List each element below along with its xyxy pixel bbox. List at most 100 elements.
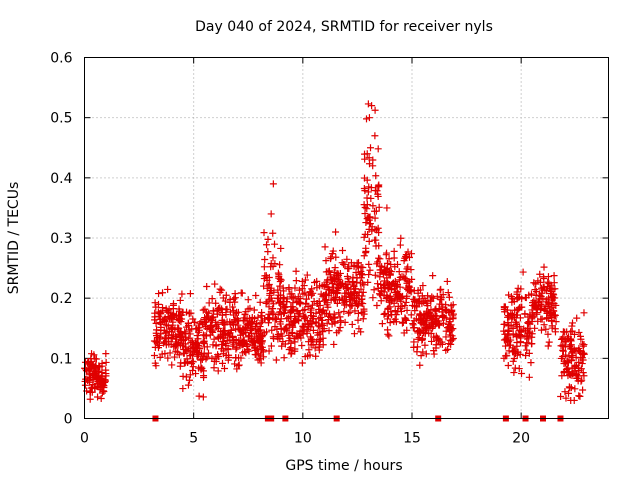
data-point	[243, 315, 251, 323]
data-point	[390, 254, 398, 262]
data-point	[181, 336, 189, 344]
data-point	[579, 369, 587, 377]
data-point	[540, 321, 548, 329]
data-point	[407, 250, 415, 258]
data-point	[419, 334, 427, 342]
data-point	[254, 345, 262, 353]
data-point	[373, 301, 381, 309]
data-point	[204, 349, 212, 357]
data-point	[288, 322, 296, 330]
data-point	[279, 338, 287, 346]
data-point	[389, 280, 397, 288]
data-point	[573, 346, 581, 354]
data-point	[517, 338, 525, 346]
data-point	[253, 320, 261, 328]
data-point	[357, 268, 365, 276]
data-point	[521, 310, 529, 318]
data-point	[227, 326, 235, 334]
data-point	[305, 320, 313, 328]
data-point	[274, 294, 282, 302]
data-point	[388, 311, 396, 319]
data-point	[251, 315, 259, 323]
data-point	[175, 305, 183, 313]
data-point	[229, 303, 237, 311]
y-tick-label: 0.3	[50, 231, 72, 247]
data-point	[315, 346, 323, 354]
data-point	[516, 304, 524, 312]
data-point	[195, 392, 203, 400]
data-point	[565, 368, 573, 376]
data-point	[298, 359, 306, 367]
data-point	[218, 359, 226, 367]
data-point	[516, 331, 524, 339]
data-point	[528, 340, 536, 348]
data-point	[344, 275, 352, 283]
data-point	[308, 301, 316, 309]
data-point	[347, 302, 355, 310]
data-point	[350, 262, 358, 270]
data-point	[218, 286, 226, 294]
data-point	[579, 386, 587, 394]
data-point	[342, 298, 350, 306]
data-point	[86, 388, 94, 396]
data-point	[209, 328, 217, 336]
data-point	[373, 187, 381, 195]
data-point	[515, 365, 523, 373]
data-point	[341, 289, 349, 297]
data-point	[258, 338, 266, 346]
data-point	[301, 306, 309, 314]
data-point	[365, 154, 373, 162]
data-point	[169, 321, 177, 329]
data-point	[291, 347, 299, 355]
data-point	[419, 348, 427, 356]
data-point	[269, 254, 277, 262]
data-point	[94, 393, 102, 401]
data-point	[155, 344, 163, 352]
data-point	[331, 264, 339, 272]
data-point	[160, 339, 168, 347]
data-point	[269, 180, 277, 188]
data-point	[212, 321, 220, 329]
data-point	[229, 342, 237, 350]
data-point	[543, 314, 551, 322]
data-point	[311, 278, 319, 286]
data-point	[151, 299, 159, 307]
data-point	[218, 309, 226, 317]
data-point	[532, 280, 540, 288]
data-point	[422, 350, 430, 358]
data-point	[383, 204, 391, 212]
data-point	[240, 339, 248, 347]
data-point	[335, 327, 343, 335]
data-point	[332, 228, 340, 236]
data-point	[150, 352, 158, 360]
data-point	[98, 372, 106, 380]
data-point	[99, 377, 107, 385]
data-point	[427, 296, 435, 304]
data-point	[164, 354, 172, 362]
data-point	[559, 352, 567, 360]
data-point	[160, 338, 168, 346]
data-point	[430, 347, 438, 355]
data-point	[359, 263, 367, 271]
data-point	[380, 310, 388, 318]
data-point	[200, 374, 208, 382]
data-point	[242, 308, 250, 316]
data-point	[220, 334, 228, 342]
data-point	[181, 359, 189, 367]
data-point	[409, 295, 417, 303]
data-point	[361, 155, 369, 163]
data-point	[188, 357, 196, 365]
data-point	[174, 341, 182, 349]
data-point	[279, 300, 287, 308]
data-point	[355, 325, 363, 333]
data-point	[160, 326, 168, 334]
data-point	[212, 299, 220, 307]
data-point	[523, 339, 531, 347]
data-point	[561, 388, 569, 396]
data-point	[277, 310, 285, 318]
data-point	[232, 325, 240, 333]
data-point	[414, 328, 422, 336]
data-point	[208, 295, 216, 303]
chart-title: Day 040 of 2024, SRMTID for receiver nyl…	[195, 19, 493, 35]
data-point	[361, 187, 369, 195]
